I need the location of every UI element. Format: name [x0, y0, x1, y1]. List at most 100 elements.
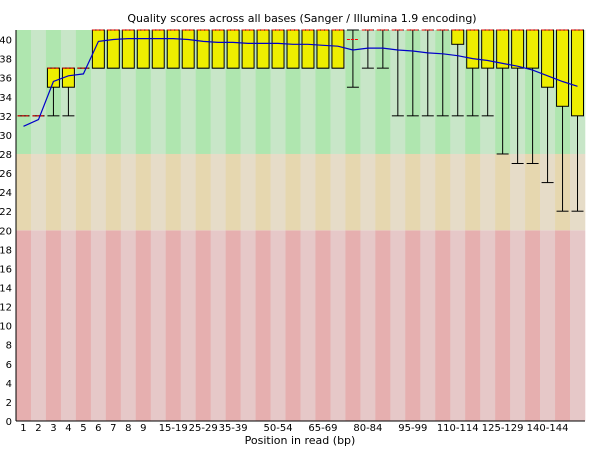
chart-title: Quality scores across all bases (Sanger … — [127, 12, 476, 25]
zone-reasonable-band — [240, 153, 256, 231]
x-tick-label: 1 — [20, 423, 26, 434]
x-tick-label: 125-129 — [482, 423, 524, 434]
zone-poor-band — [480, 230, 496, 421]
zone-poor-band — [435, 230, 451, 421]
iqr-box — [256, 29, 270, 69]
x-tick-label: 95-99 — [398, 423, 427, 434]
medians — [17, 29, 584, 117]
zone-poor-band — [30, 230, 47, 421]
iqr-box — [241, 29, 255, 69]
zone-poor-band — [315, 230, 331, 421]
y-tick-label: 2 — [6, 398, 12, 409]
x-tick-label: 25-29 — [189, 423, 218, 434]
y-tick-label: 8 — [6, 341, 12, 352]
zone-poor-band — [270, 230, 286, 421]
zone-poor-band — [16, 230, 32, 421]
y-tick-label: 32 — [0, 112, 12, 123]
zone-reasonable-band — [540, 153, 556, 231]
zone-reasonable-band — [225, 153, 241, 231]
zone-poor-band — [195, 230, 211, 421]
y-tick-label: 12 — [0, 303, 12, 314]
zone-poor-band — [345, 230, 361, 421]
y-tick-label: 26 — [0, 169, 12, 180]
zone-reasonable-band — [390, 153, 406, 231]
x-tick-label: 9 — [140, 423, 146, 434]
zone-reasonable-band — [180, 153, 196, 231]
zone-poor-band — [285, 230, 301, 421]
x-tick-label: 50-54 — [264, 423, 293, 434]
zone-poor-band — [390, 230, 406, 421]
x-tick-label: 7 — [110, 423, 116, 434]
zone-poor-band — [540, 230, 556, 421]
iqr-box — [526, 29, 540, 69]
zone-reasonable-band — [345, 153, 361, 231]
zone-poor-band — [570, 230, 586, 421]
y-tick-label: 24 — [0, 188, 12, 199]
iqr-box — [151, 29, 165, 69]
zone-poor-band — [75, 230, 92, 421]
zone-poor-band — [510, 230, 526, 421]
zone-reasonable-band — [255, 153, 271, 231]
zone-poor-band — [420, 230, 436, 421]
zone-reasonable-band — [480, 153, 496, 231]
zone-reasonable-band — [285, 153, 301, 231]
iqr-box — [211, 29, 225, 69]
x-tick-label: 80-84 — [353, 423, 382, 434]
zone-poor-band — [60, 230, 77, 421]
zone-reasonable-band — [210, 153, 226, 231]
zone-reasonable-band — [16, 153, 32, 231]
zone-reasonable-band — [525, 153, 541, 231]
zone-poor-band — [90, 230, 107, 421]
y-tick-label: 20 — [0, 226, 12, 237]
x-tick-label: 5 — [80, 423, 86, 434]
x-tick-label: 2 — [35, 423, 41, 434]
zone-poor-band — [555, 230, 571, 421]
zone-reasonable-band — [495, 153, 511, 231]
zone-poor-band — [135, 230, 152, 421]
zone-poor-band — [375, 230, 391, 421]
iqr-box — [106, 29, 120, 69]
iqr-box — [91, 29, 105, 69]
zone-reasonable-band — [165, 153, 182, 231]
y-tick-label: 28 — [0, 150, 12, 161]
zone-reasonable-band — [45, 153, 62, 231]
iqr-box — [451, 29, 465, 45]
iqr-box — [196, 29, 210, 69]
zone-good-band — [16, 30, 32, 154]
x-tick-label: 8 — [125, 423, 131, 434]
y-tick-label: 14 — [0, 283, 12, 294]
axes — [15, 30, 585, 422]
zone-reasonable-band — [120, 153, 137, 231]
zone-good-band — [75, 30, 92, 154]
zone-reasonable-band — [315, 153, 331, 231]
zone-reasonable-band — [360, 153, 376, 231]
zone-reasonable-band — [450, 153, 466, 231]
zone-poor-band — [300, 230, 316, 421]
y-tick-label: 16 — [0, 264, 12, 275]
zone-reasonable-band — [300, 153, 316, 231]
zone-reasonable-band — [270, 153, 286, 231]
iqr-box — [181, 29, 195, 69]
y-tick-label: 36 — [0, 74, 12, 85]
zone-poor-band — [150, 230, 167, 421]
y-tick-label: 10 — [0, 322, 12, 333]
zone-reasonable-band — [150, 153, 167, 231]
y-tick-label: 38 — [0, 55, 12, 66]
zone-poor-band — [465, 230, 481, 421]
zone-poor-band — [330, 230, 346, 421]
x-tick-label: 4 — [65, 423, 71, 434]
zone-poor-band — [240, 230, 256, 421]
iqr-box — [571, 29, 585, 117]
iqr-box — [226, 29, 240, 69]
iqr-box — [331, 29, 345, 69]
y-tick-label: 0 — [6, 417, 12, 428]
zone-reasonable-band — [105, 153, 122, 231]
zone-reasonable-band — [405, 153, 421, 231]
zone-good-band — [30, 30, 47, 154]
x-tick-label: 6 — [95, 423, 101, 434]
x-tick-label: 140-144 — [527, 423, 569, 434]
iqr-box — [46, 67, 60, 88]
iqr-box — [541, 29, 555, 88]
iqr-box — [271, 29, 285, 69]
zone-reasonable-band — [75, 153, 92, 231]
